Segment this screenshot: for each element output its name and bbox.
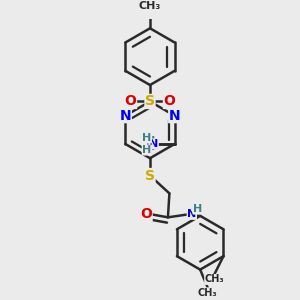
Text: N: N: [169, 109, 180, 123]
Text: N: N: [146, 142, 155, 152]
Text: CH₃: CH₃: [139, 1, 161, 11]
Text: S: S: [145, 169, 155, 182]
Text: H: H: [142, 145, 152, 155]
Text: O: O: [140, 207, 152, 221]
Text: S: S: [145, 94, 155, 109]
Text: O: O: [164, 94, 175, 109]
Text: H: H: [146, 136, 155, 146]
Text: N: N: [149, 139, 158, 149]
Text: O: O: [125, 94, 136, 109]
Text: H: H: [193, 204, 203, 214]
Text: N: N: [187, 209, 196, 219]
Text: H: H: [142, 133, 152, 143]
Text: CH₃: CH₃: [198, 288, 218, 298]
Text: CH₃: CH₃: [205, 274, 224, 284]
Text: N: N: [120, 109, 131, 123]
